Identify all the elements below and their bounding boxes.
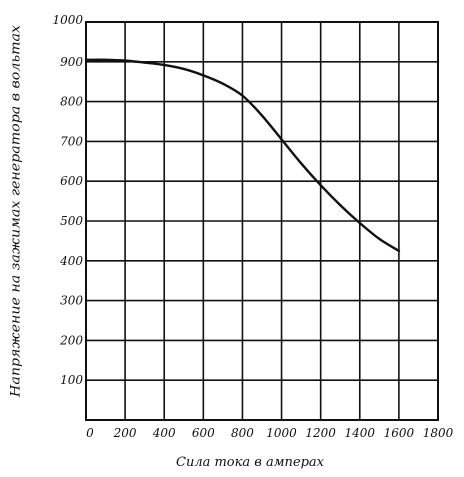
x-tick-label: 1200	[305, 426, 336, 440]
x-tick-label: 200	[113, 426, 137, 440]
x-tick-label: 800	[231, 426, 254, 440]
x-tick-label: 400	[152, 426, 176, 440]
y-tick-label: 500	[60, 214, 83, 228]
curve-point	[397, 249, 401, 253]
curve-point	[182, 67, 185, 71]
curve-point	[163, 63, 166, 67]
y-tick-label: 600	[60, 174, 83, 188]
y-tick-label: 1000	[52, 13, 83, 27]
x-tick-labels: 0 200 400 600 800 1000 1200 1400 1600 1800	[86, 426, 453, 440]
y-axis-title: Напряжение на зажимах генератора в вольт…	[9, 24, 24, 398]
curve-point	[260, 114, 264, 117]
curve-point	[299, 162, 303, 165]
curve-point	[319, 183, 322, 187]
x-tick-label: 1000	[266, 426, 297, 440]
curve-point	[358, 221, 361, 225]
x-tick-label: 1600	[384, 426, 415, 440]
curve-point	[143, 61, 146, 64]
plot-frame	[85, 21, 439, 421]
y-tick-label: 300	[60, 294, 83, 308]
curve-point	[378, 237, 381, 241]
y-tick-labels: 100 200 300 400 500 600 700 800 900 1000	[52, 13, 83, 387]
x-tick-label: 1800	[423, 426, 454, 440]
curve-point	[84, 58, 88, 62]
y-tick-label: 900	[60, 55, 83, 69]
y-tick-label: 400	[59, 254, 83, 268]
curve-point	[339, 203, 342, 207]
curve-point	[280, 138, 283, 141]
curve-point	[123, 59, 127, 62]
curve-point	[221, 82, 225, 85]
y-tick-label: 200	[59, 333, 83, 347]
x-tick-label: 600	[192, 426, 215, 440]
curve-point	[104, 58, 107, 62]
x-tick-label: 0	[86, 426, 94, 440]
x-axis-title: Сила тока в амперах	[176, 455, 325, 470]
y-tick-label: 700	[60, 134, 83, 148]
y-tick-label: 100	[60, 373, 83, 387]
curve-points	[84, 58, 401, 253]
curve-point	[241, 94, 244, 97]
y-tick-label: 800	[60, 95, 83, 109]
curve-point	[202, 74, 205, 77]
x-tick-label: 1400	[345, 426, 376, 440]
grid	[86, 22, 438, 420]
